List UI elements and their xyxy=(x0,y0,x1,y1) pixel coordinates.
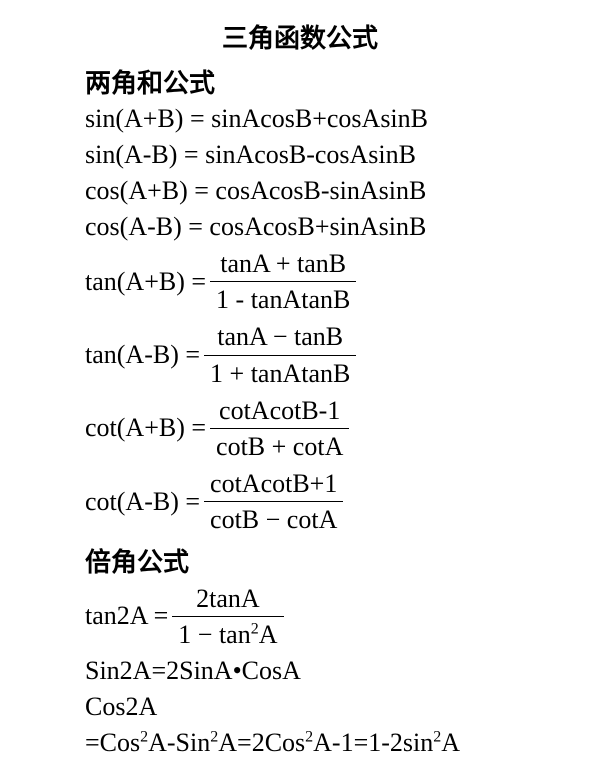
p5: A xyxy=(441,728,460,757)
denominator: cotB − cotA xyxy=(204,502,343,535)
formula-sin-2a: Sin2A=2SinA•CosA xyxy=(85,656,600,686)
numerator: tanA − tanB xyxy=(204,321,356,355)
formula-cot-a-plus-b: cot(A+B) = cotAcotB-1 cotB + cotA xyxy=(85,395,600,462)
formula-cos-2a-eq: =Cos2A-Sin2A=2Cos2A-1=1-2sin2A xyxy=(85,728,600,758)
fraction: tanA − tanB 1 + tanAtanB xyxy=(204,321,356,388)
formula-cos-a-plus-b: cos(A+B) = cosAcosB-sinAsinB xyxy=(85,176,600,206)
p1: =Cos xyxy=(85,728,140,757)
numerator: cotAcotB-1 xyxy=(210,395,349,429)
denominator: 1 − tan2A xyxy=(172,617,283,650)
denom-part-after: A xyxy=(259,620,278,649)
denominator: cotB + cotA xyxy=(210,429,349,462)
denom-sup: 2 xyxy=(251,620,259,637)
p2: A-Sin xyxy=(148,728,210,757)
formula-cos-a-minus-b: cos(A-B) = cosAcosB+sinAsinB xyxy=(85,212,600,242)
lhs-text: cot(A+B) = xyxy=(85,413,206,443)
page-title: 三角函数公式 xyxy=(0,18,600,55)
p4: A-1=1-2sin xyxy=(313,728,433,757)
formula-sin-a-plus-b: sin(A+B) = sinAcosB+cosAsinB xyxy=(85,104,600,134)
section-heading-sum-angle: 两角和公式 xyxy=(85,63,600,100)
lhs-text: tan(A-B) = xyxy=(85,340,200,370)
denom-part-before: 1 − tan xyxy=(178,620,250,649)
fraction: 2tanA 1 − tan2A xyxy=(172,583,283,650)
numerator: 2tanA xyxy=(172,583,283,617)
fraction: cotAcotB-1 cotB + cotA xyxy=(210,395,349,462)
fraction: cotAcotB+1 cotB − cotA xyxy=(204,468,343,535)
denominator: 1 + tanAtanB xyxy=(204,356,356,389)
s3: 2 xyxy=(305,728,313,745)
lhs-text: tan2A = xyxy=(85,601,168,631)
formula-tan-2a: tan2A = 2tanA 1 − tan2A xyxy=(85,583,600,650)
formula-tan-a-minus-b: tan(A-B) = tanA − tanB 1 + tanAtanB xyxy=(85,321,600,388)
formula-cos-2a-label: Cos2A xyxy=(85,692,600,722)
formula-cot-a-minus-b: cot(A-B) = cotAcotB+1 cotB − cotA xyxy=(85,468,600,535)
s1: 2 xyxy=(140,728,148,745)
formula-sin-a-minus-b: sin(A-B) = sinAcosB-cosAsinB xyxy=(85,140,600,170)
denominator: 1 - tanAtanB xyxy=(210,282,356,315)
fraction: tanA + tanB 1 - tanAtanB xyxy=(210,248,356,315)
section-heading-double-angle: 倍角公式 xyxy=(85,542,600,579)
lhs-text: tan(A+B) = xyxy=(85,267,206,297)
numerator: cotAcotB+1 xyxy=(204,468,343,502)
lhs-text: cot(A-B) = xyxy=(85,487,200,517)
p3: A=2Cos xyxy=(218,728,305,757)
numerator: tanA + tanB xyxy=(210,248,356,282)
formula-tan-a-plus-b: tan(A+B) = tanA + tanB 1 - tanAtanB xyxy=(85,248,600,315)
